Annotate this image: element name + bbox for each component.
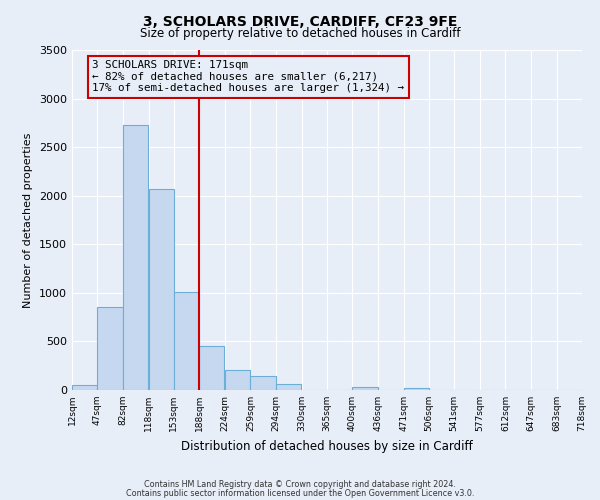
Bar <box>404 388 429 390</box>
Text: 3 SCHOLARS DRIVE: 171sqm
← 82% of detached houses are smaller (6,217)
17% of sem: 3 SCHOLARS DRIVE: 171sqm ← 82% of detach… <box>92 60 404 94</box>
Y-axis label: Number of detached properties: Number of detached properties <box>23 132 34 308</box>
Bar <box>174 292 199 390</box>
Text: Contains HM Land Registry data © Crown copyright and database right 2024.: Contains HM Land Registry data © Crown c… <box>144 480 456 489</box>
Bar <box>352 387 377 390</box>
Bar <box>97 308 122 390</box>
Bar <box>250 376 276 390</box>
Bar <box>122 125 148 390</box>
Text: Size of property relative to detached houses in Cardiff: Size of property relative to detached ho… <box>140 28 460 40</box>
X-axis label: Distribution of detached houses by size in Cardiff: Distribution of detached houses by size … <box>181 440 473 452</box>
Bar <box>225 370 250 390</box>
Bar <box>149 189 174 390</box>
Bar <box>72 384 97 390</box>
Text: Contains public sector information licensed under the Open Government Licence v3: Contains public sector information licen… <box>126 488 474 498</box>
Text: 3, SCHOLARS DRIVE, CARDIFF, CF23 9FE: 3, SCHOLARS DRIVE, CARDIFF, CF23 9FE <box>143 15 457 29</box>
Bar <box>199 346 224 390</box>
Bar <box>276 384 301 390</box>
